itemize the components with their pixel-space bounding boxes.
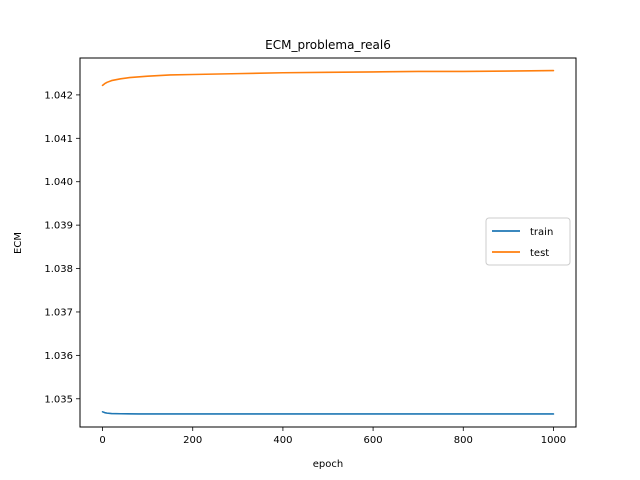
x-tick-label: 600 [364, 435, 383, 446]
y-tick-label: 1.042 [44, 90, 73, 101]
y-tick-label: 1.039 [44, 221, 73, 232]
y-tick-label: 1.036 [44, 351, 73, 362]
y-tick-label: 1.037 [44, 307, 73, 318]
x-tick-label: 1000 [541, 435, 566, 446]
series-line-test [101, 69, 555, 87]
x-tick-label: 200 [183, 435, 202, 446]
series-line-train [101, 411, 555, 415]
x-tick-label: 0 [99, 435, 105, 446]
y-tick-label: 1.035 [44, 394, 73, 405]
legend-box [485, 217, 571, 266]
y-tick-label: 1.041 [44, 134, 73, 145]
y-tick-label: 1.040 [44, 177, 73, 188]
chart-title: ECM_problema_real6 [265, 38, 391, 52]
y-tick-label: 1.038 [44, 264, 73, 275]
plot-area [101, 69, 555, 415]
x-tick-label: 800 [454, 435, 473, 446]
x-axis-label: epoch [313, 459, 343, 470]
legend-label-test: test [530, 248, 549, 259]
y-axis-label: ECM [13, 232, 24, 254]
axes-frame [79, 57, 577, 428]
x-tick-label: 400 [273, 435, 292, 446]
legend: train test [485, 217, 571, 266]
legend-label-train: train [530, 227, 553, 238]
